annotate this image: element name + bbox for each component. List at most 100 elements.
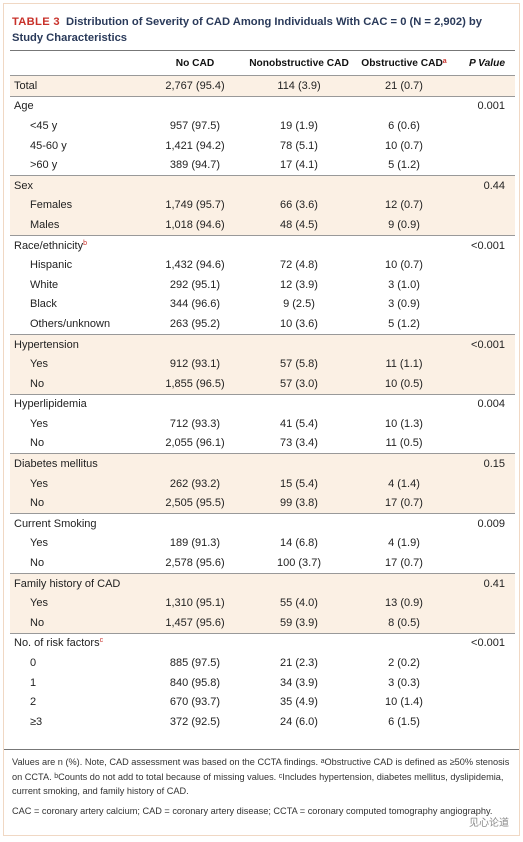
row-label-sup: b [83,239,87,247]
cell-p-value: 0.009 [450,513,515,534]
row-label: Males [10,215,150,236]
row-label: 2 [30,696,37,709]
cell-obstructive-cad: 10 (1.4) [385,696,423,709]
cell-nonobstructive-cad: 59 (3.9) [240,613,358,634]
row-label-text: No. of risk factors [14,637,100,650]
row-label: No [30,557,45,570]
cell-obstructive-cad: 17 (0.7) [385,557,423,570]
header-obstructive-cad-label: Obstructive CAD [361,57,443,69]
cell-p-value: 0.41 [450,572,515,594]
cell-obstructive-cad [358,453,450,474]
cell-p-value [450,75,515,97]
row-label: No. of risk factorsc [10,632,150,654]
cell-obstructive-cad: 5 (1.2) [388,159,420,172]
table-row: ≥3 372 (92.5) 24 (6.0) 6 (1.5) [10,712,515,732]
row-label: Yes [10,593,150,614]
cell-obstructive-cad: 5 (1.2) [388,317,420,330]
cell-nonobstructive-cad: 72 (4.8) [280,259,318,272]
table-row: No 2,505 (95.5) 99 (3.8) 17 (0.7) [10,493,515,514]
cell-obstructive-cad: 10 (1.3) [385,417,423,430]
cell-nonobstructive-cad: 19 (1.9) [280,119,318,132]
table-row: Sex 0.44 [10,174,515,196]
cell-obstructive-cad: 6 (0.6) [388,119,420,132]
cell-no-cad: 2,767 (95.4) [150,75,240,97]
cell-no-cad: 670 (93.7) [169,696,221,709]
cell-no-cad: 957 (97.5) [169,119,221,132]
table-row: No 2,578 (95.6) 100 (3.7) 17 (0.7) [10,553,515,573]
row-label: Age [10,95,150,117]
table-row: No. of risk factorsc <0.001 [10,632,515,654]
cell-obstructive-cad [358,572,450,594]
cell-p-value [450,593,515,614]
cell-nonobstructive-cad: 114 (3.9) [240,75,358,97]
cell-p-value [450,255,515,275]
cell-nonobstructive-cad [240,234,358,256]
cell-p-value [450,653,515,673]
row-label-sup: c [99,637,104,645]
cell-nonobstructive-cad [240,393,358,415]
cell-nonobstructive-cad: 15 (5.4) [240,473,358,494]
footnote-abbreviations: CAC = coronary artery calcium; CAD = cor… [12,805,493,816]
row-label: Yes [30,537,48,550]
row-label: Sex [10,174,150,196]
table-row: Yes 712 (93.3) 41 (5.4) 10 (1.3) [10,414,515,434]
cell-obstructive-cad: 2 (0.2) [388,657,420,670]
cell-no-cad: 2,055 (96.1) [165,437,225,450]
cell-p-value: <0.001 [450,234,515,256]
cell-p-value [450,673,515,693]
cell-no-cad: 1,749 (95.7) [150,195,240,216]
cell-nonobstructive-cad: 57 (3.0) [240,373,358,394]
row-label: ≥3 [30,715,43,728]
cell-no-cad: 189 (91.3) [169,537,221,550]
table-row: Diabetes mellitus 0.15 [10,453,515,474]
row-label: Hispanic [30,259,73,272]
cell-nonobstructive-cad: 99 (3.8) [240,493,358,514]
row-label: >60 y [30,159,58,172]
cell-p-value [450,215,515,236]
cell-no-cad [150,333,240,355]
table-footnotes: Values are n (%). Note, CAD assessment w… [4,749,519,823]
footnote-values: Values are n (%). Note, CAD assessment w… [12,757,510,796]
cell-p-value [450,295,515,315]
table-row: No 1,855 (96.5) 57 (3.0) 10 (0.5) [10,373,515,394]
table-row: Males 1,018 (94.6) 48 (4.5) 9 (0.9) [10,215,515,236]
cell-p-value: 0.004 [450,393,515,415]
cell-no-cad [150,234,240,256]
cell-no-cad: 885 (97.5) [169,657,221,670]
cell-nonobstructive-cad: 14 (6.8) [280,537,318,550]
cell-p-value [450,275,515,295]
cell-no-cad: 389 (94.7) [169,159,221,172]
cell-obstructive-cad: 13 (0.9) [358,593,450,614]
cell-no-cad: 372 (92.5) [169,715,221,728]
row-label: Yes [10,354,150,374]
row-label: No [10,493,150,514]
table-label: TABLE 3 [12,16,60,28]
table-row: Yes 1,310 (95.1) 55 (4.0) 13 (0.9) [10,593,515,614]
row-label: Females [10,195,150,216]
watermark: 见心论道 [469,818,509,829]
cell-no-cad: 1,310 (95.1) [150,593,240,614]
table-row: No 1,457 (95.6) 59 (3.9) 8 (0.5) [10,613,515,634]
table-row: No 2,055 (96.1) 73 (3.4) 11 (0.5) [10,434,515,454]
cell-nonobstructive-cad: 9 (2.5) [283,298,315,311]
table-row: >60 y 389 (94.7) 17 (4.1) 5 (1.2) [10,155,515,175]
cell-no-cad [150,513,240,534]
cell-obstructive-cad: 3 (1.0) [388,278,420,291]
cell-nonobstructive-cad: 12 (3.9) [280,278,318,291]
row-label: 1 [30,676,37,689]
cell-p-value: 0.15 [450,453,515,474]
table-row: 2 670 (93.7) 35 (4.9) 10 (1.4) [10,692,515,712]
cell-nonobstructive-cad [240,95,358,117]
cell-no-cad [150,174,240,196]
row-label: Total [10,75,150,97]
cell-obstructive-cad: 8 (0.5) [358,613,450,634]
cell-nonobstructive-cad [240,513,358,534]
cell-obstructive-cad: 6 (1.5) [388,715,420,728]
header-obstructive-cad: Obstructive CADa [358,51,450,76]
cell-p-value [450,493,515,514]
row-label: Yes [10,473,150,494]
cell-nonobstructive-cad: 73 (3.4) [280,437,318,450]
cell-p-value [450,613,515,634]
cell-p-value [450,314,515,334]
cell-no-cad: 262 (93.2) [150,473,240,494]
